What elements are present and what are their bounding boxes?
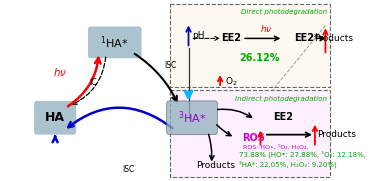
Text: HA: HA xyxy=(45,111,65,124)
FancyBboxPatch shape xyxy=(167,101,217,135)
FancyBboxPatch shape xyxy=(170,4,330,87)
Text: $^1$HA*: $^1$HA* xyxy=(101,34,129,51)
Text: Products: Products xyxy=(317,130,356,139)
Text: Direct photodegradation: Direct photodegradation xyxy=(241,9,327,15)
Text: ³HA*: 22.05%, H₂O₂: 9.20%): ³HA*: 22.05%, H₂O₂: 9.20%) xyxy=(239,161,337,168)
Text: pH: pH xyxy=(192,31,204,40)
Text: Indirect photodegradation: Indirect photodegradation xyxy=(235,96,327,102)
Text: Products: Products xyxy=(314,34,353,43)
Text: $^3$HA*: $^3$HA* xyxy=(178,110,206,126)
Text: IC: IC xyxy=(89,78,97,87)
Text: Products: Products xyxy=(196,161,235,170)
Text: EE2: EE2 xyxy=(273,112,293,122)
Text: ISC: ISC xyxy=(164,61,176,70)
Text: $h\nu$: $h\nu$ xyxy=(53,66,67,78)
Text: ROS: ROS xyxy=(242,133,265,143)
Text: ROS: HO•, ¹O₂, H₂O₂.: ROS: HO•, ¹O₂, H₂O₂. xyxy=(243,145,308,150)
Text: O$_2$: O$_2$ xyxy=(225,76,237,88)
FancyBboxPatch shape xyxy=(170,90,330,177)
Text: EE2: EE2 xyxy=(221,33,241,43)
Text: $h\nu$: $h\nu$ xyxy=(260,23,272,34)
FancyBboxPatch shape xyxy=(34,101,76,135)
Text: 26.12%: 26.12% xyxy=(239,53,280,63)
Text: ISC: ISC xyxy=(122,165,134,174)
Text: 73.88% (HO•: 27.88%, ¹O₂: 12.18%,: 73.88% (HO•: 27.88%, ¹O₂: 12.18%, xyxy=(239,151,366,158)
Text: EE2*: EE2* xyxy=(294,33,319,43)
FancyBboxPatch shape xyxy=(88,26,142,58)
